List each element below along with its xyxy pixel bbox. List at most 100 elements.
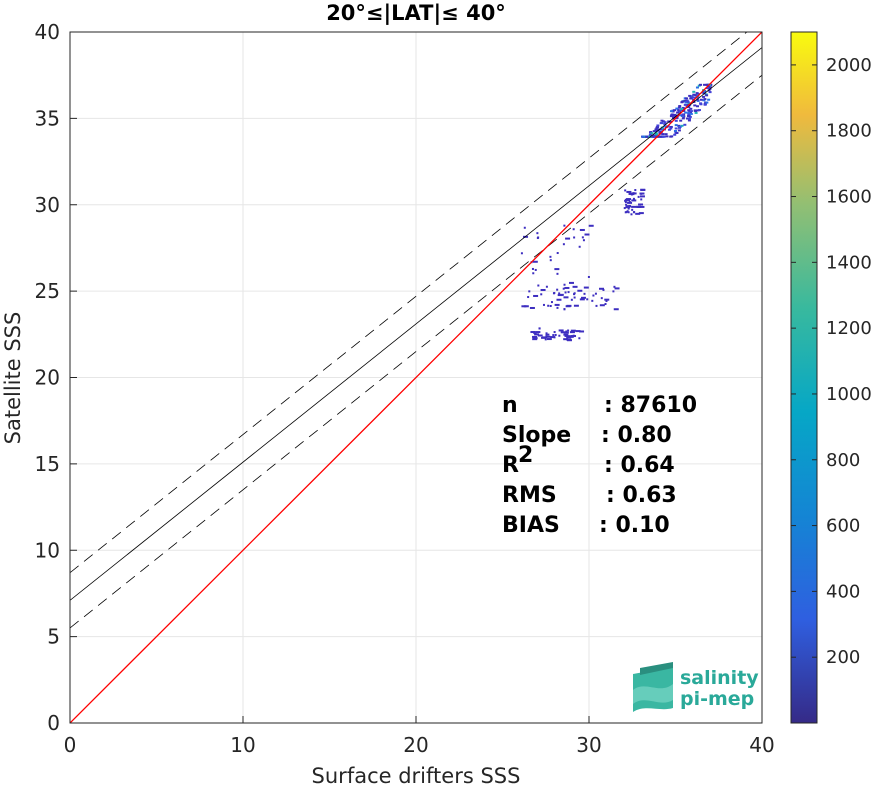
density-point xyxy=(529,306,535,309)
density-point xyxy=(595,304,598,307)
density-point xyxy=(579,228,585,231)
density-point xyxy=(693,104,697,107)
density-point xyxy=(631,205,637,208)
y-ticks: 0 5 10 15 20 25 30 35 40 xyxy=(35,20,77,735)
density-points xyxy=(520,83,713,342)
stat-label: Slope xyxy=(502,423,571,448)
colorbar xyxy=(790,31,818,724)
colorbar-tick-label: 400 xyxy=(826,581,860,602)
density-point xyxy=(702,90,706,93)
density-point xyxy=(677,124,681,127)
density-point xyxy=(674,124,678,127)
density-point xyxy=(584,233,590,236)
density-point xyxy=(703,98,707,101)
density-point xyxy=(558,293,564,296)
density-point xyxy=(632,192,635,195)
y-axis-title: Satellite SSS xyxy=(1,312,25,445)
density-point xyxy=(655,126,659,129)
density-point xyxy=(660,119,664,122)
density-point xyxy=(692,90,696,93)
density-point xyxy=(684,111,688,114)
density-point xyxy=(669,127,673,130)
density-point xyxy=(652,134,656,137)
density-point xyxy=(666,125,670,128)
colorbar-tick-label: 200 xyxy=(826,647,860,668)
density-point xyxy=(685,99,689,102)
y-tick-label: 0 xyxy=(47,711,60,735)
density-point xyxy=(553,331,556,334)
density-point xyxy=(669,120,673,123)
density-point xyxy=(550,336,556,339)
density-point xyxy=(635,212,641,215)
density-point xyxy=(600,297,603,300)
density-point xyxy=(556,298,562,301)
density-point xyxy=(688,111,692,114)
density-point xyxy=(563,331,569,334)
density-point xyxy=(705,83,709,86)
density-point xyxy=(563,338,569,341)
density-point xyxy=(631,208,634,211)
density-point xyxy=(586,298,589,301)
density-point xyxy=(665,135,669,138)
density-point xyxy=(554,333,557,336)
density-point xyxy=(673,129,677,132)
density-point xyxy=(683,103,687,106)
density-point xyxy=(649,131,653,134)
density-point xyxy=(684,101,688,104)
logo-line1: salinity xyxy=(680,667,759,689)
density-point xyxy=(705,101,709,104)
logo-wave-icon-back xyxy=(640,662,673,675)
density-point xyxy=(675,117,679,120)
density-point xyxy=(563,308,566,311)
stat-value: : 87610 xyxy=(604,393,697,418)
colorbar-tick-label: 2000 xyxy=(826,55,872,76)
density-point xyxy=(523,226,526,229)
density-point xyxy=(705,94,709,97)
density-point xyxy=(674,119,678,122)
colorbar-tick-label: 800 xyxy=(826,450,860,471)
density-point xyxy=(640,198,643,201)
density-point xyxy=(558,334,561,337)
density-point xyxy=(604,302,607,305)
density-point xyxy=(614,287,620,290)
density-point xyxy=(528,290,531,293)
density-point xyxy=(562,287,565,290)
density-point xyxy=(558,292,561,295)
density-point xyxy=(689,97,693,100)
density-point xyxy=(624,189,627,192)
density-point xyxy=(581,236,584,239)
density-point xyxy=(532,272,535,275)
density-point xyxy=(683,123,687,126)
density-point xyxy=(553,291,556,294)
density-point xyxy=(549,255,552,258)
density-point xyxy=(685,117,689,120)
density-point xyxy=(564,286,570,289)
density-point xyxy=(534,333,540,336)
density-point xyxy=(604,298,610,301)
density-point xyxy=(588,224,594,227)
density-point xyxy=(703,103,707,106)
density-point xyxy=(678,126,682,129)
density-point xyxy=(638,212,644,215)
density-point xyxy=(567,329,570,332)
density-point xyxy=(538,327,541,330)
density-point xyxy=(521,305,527,308)
confidence-line xyxy=(70,32,748,574)
density-point xyxy=(573,236,576,239)
density-point xyxy=(680,108,684,111)
density-point xyxy=(554,268,560,271)
y-tick-label: 25 xyxy=(35,279,60,303)
density-point xyxy=(627,207,630,210)
density-point xyxy=(613,308,619,311)
density-point xyxy=(699,102,703,105)
density-point xyxy=(580,296,586,299)
density-point xyxy=(693,109,697,112)
density-point xyxy=(650,132,654,135)
density-point xyxy=(692,93,696,96)
density-point xyxy=(688,94,692,97)
density-point xyxy=(563,296,569,299)
density-point xyxy=(699,83,703,86)
y-tick-label: 10 xyxy=(35,538,60,562)
density-point xyxy=(536,232,539,235)
density-point xyxy=(677,129,681,132)
